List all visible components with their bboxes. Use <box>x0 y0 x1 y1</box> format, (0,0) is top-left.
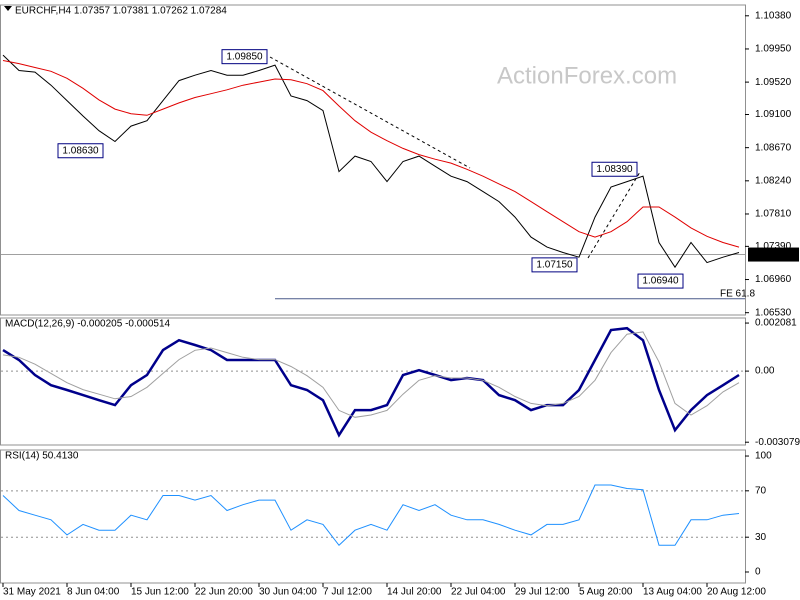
series-line <box>2 60 740 248</box>
y-tick-label: 1.06530 <box>755 307 792 318</box>
x-tick-label: 7 Jul 12:00 <box>323 587 372 598</box>
x-tick-label: 30 Jun 04:00 <box>259 587 317 598</box>
series-line <box>2 331 740 418</box>
y-tick-label: 1.08670 <box>755 142 792 153</box>
fe-label: FE 61.8 <box>720 288 755 299</box>
swing-label-box <box>221 49 268 65</box>
y-tick-label: 70 <box>755 485 767 496</box>
panel-frame <box>0 317 746 446</box>
x-tick-label: 13 Aug 04:00 <box>643 587 702 598</box>
y-tick-label: -0.003079 <box>755 437 800 448</box>
panel-frame <box>0 4 746 316</box>
swing-label-box <box>591 161 638 177</box>
swing-label: 1.08630 <box>62 145 99 156</box>
x-tick-label: 31 May 2021 <box>3 587 61 598</box>
y-tick-label: 30 <box>755 532 767 543</box>
swing-label: 1.07150 <box>536 260 573 271</box>
panel-title: RSI(14) 50.4130 <box>5 451 79 462</box>
y-tick-label: 1.10380 <box>755 10 792 21</box>
series-line <box>2 484 740 547</box>
series-line <box>2 326 740 438</box>
panel-title: MACD(12,26,9) -0.000205 -0.000514 <box>5 319 171 330</box>
series-line <box>2 54 740 269</box>
swing-label: 1.08390 <box>596 164 633 175</box>
last-price-box <box>748 247 799 262</box>
x-tick-label: 15 Jun 12:00 <box>131 587 189 598</box>
y-tick-label: 1.09520 <box>755 77 792 88</box>
last-price-label: 1.07284 <box>753 249 790 260</box>
menu-arrow <box>4 6 12 11</box>
watermark: ActionForex.com <box>497 62 677 89</box>
panel-frame <box>0 449 746 584</box>
y-tick-label: 1.09950 <box>755 44 792 55</box>
trend-line <box>587 171 641 259</box>
x-tick-label: 8 Jun 04:00 <box>67 587 120 598</box>
y-tick-label: 0.002081 <box>755 318 797 329</box>
panel-title: EURCHF,H4 1.07357 1.07381 1.07262 1.0728… <box>15 6 227 17</box>
y-tick-label: 1.08240 <box>755 175 792 186</box>
x-tick-label: 20 Aug 12:00 <box>707 587 766 598</box>
x-tick-label: 22 Jun 20:00 <box>195 587 253 598</box>
y-tick-label: 0.00 <box>755 366 775 377</box>
y-tick-label: 1.07390 <box>755 241 792 252</box>
x-tick-label: 29 Jul 12:00 <box>515 587 570 598</box>
y-tick-label: 1.07810 <box>755 209 792 220</box>
x-tick-label: 22 Jul 04:00 <box>451 587 506 598</box>
x-tick-label: 14 Jul 20:00 <box>387 587 442 598</box>
y-tick-label: 0 <box>755 567 761 578</box>
y-tick-label: 1.06960 <box>755 274 792 285</box>
y-tick-label: 100 <box>755 451 772 462</box>
swing-label-box <box>637 273 684 289</box>
swing-label-box <box>531 257 578 273</box>
swing-label: 1.06940 <box>642 276 679 287</box>
swing-label: 1.09850 <box>226 51 263 62</box>
y-tick-label: 1.09100 <box>755 109 792 120</box>
x-tick-label: 5 Aug 20:00 <box>579 587 633 598</box>
trend-line <box>269 56 471 169</box>
swing-label-box <box>57 143 104 159</box>
